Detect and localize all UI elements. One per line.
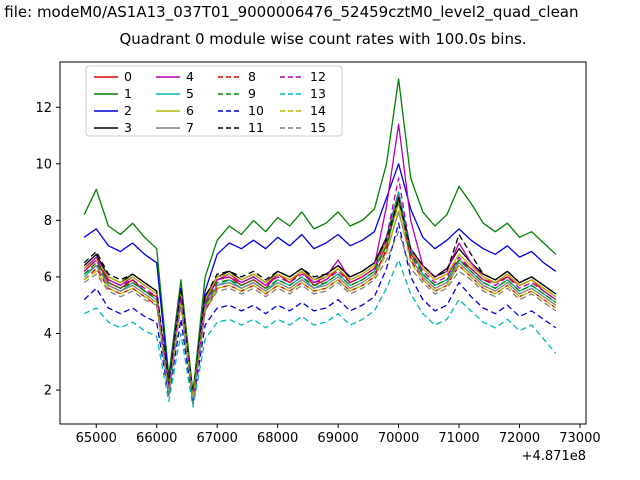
series-line-13 [83, 259, 557, 408]
x-tick-label: 70000 [378, 431, 419, 446]
legend-item-4: 4 [156, 69, 194, 84]
chart-title: Quadrant 0 module wise count rates with … [119, 30, 526, 48]
legend-label: 12 [310, 69, 326, 84]
legend-item-1: 1 [94, 86, 132, 101]
legend-item-0: 0 [94, 69, 132, 84]
y-tick-label: 8 [44, 214, 52, 229]
legend-label: 6 [186, 103, 194, 118]
legend-item-11: 11 [218, 120, 264, 135]
axes-frame [59, 61, 587, 425]
series-line-2 [83, 163, 557, 400]
legend-item-6: 6 [156, 103, 194, 118]
legend-label: 2 [124, 103, 132, 118]
legend-label: 9 [248, 86, 256, 101]
legend-item-5: 5 [156, 86, 194, 101]
legend-frame [85, 65, 343, 137]
legend-item-15: 15 [280, 120, 326, 135]
x-tick-label: 66000 [136, 431, 177, 446]
legend-item-3: 3 [94, 120, 132, 135]
figure-file-title: n file: modeM0/AS1A13_037T01_9000006476_… [0, 3, 579, 22]
legend-label: 13 [310, 86, 326, 101]
legend-item-14: 14 [280, 103, 326, 118]
x-tick-label: 69000 [317, 431, 358, 446]
y-tick-label: 4 [44, 327, 52, 342]
legend-label: 8 [248, 69, 256, 84]
legend-item-8: 8 [218, 69, 256, 84]
x-tick-label: 65000 [76, 431, 117, 446]
legend-item-7: 7 [156, 120, 194, 135]
legend-item-10: 10 [218, 103, 264, 118]
legend-label: 14 [310, 103, 326, 118]
series-line-11 [83, 197, 557, 397]
y-tick-label: 10 [35, 157, 52, 172]
y-tick-label: 6 [44, 270, 52, 285]
plot-area: 65000 66000 67000 68000 69000 70000 71000 72000… [35, 61, 601, 446]
legend-item-9: 9 [218, 86, 256, 101]
y-tick-label: 12 [35, 101, 52, 116]
y-tick-label: 2 [44, 384, 52, 399]
legend-label: 7 [186, 120, 194, 135]
legend-label: 4 [186, 69, 194, 84]
legend-label: 5 [186, 86, 194, 101]
x-tick-label: 71000 [438, 431, 479, 446]
legend-item-2: 2 [94, 103, 132, 118]
x-tick-label: 73000 [559, 431, 600, 446]
series-line-15 [83, 231, 557, 405]
legend-item-13: 13 [280, 86, 326, 101]
series-line-1 [83, 78, 557, 394]
legend-label: 3 [124, 120, 132, 135]
legend-label: 11 [248, 120, 264, 135]
x-tick-label: 72000 [499, 431, 540, 446]
legend-label: 10 [248, 103, 264, 118]
legend-label: 1 [124, 86, 132, 101]
legend-label: 0 [124, 69, 132, 84]
x-tick-label: 68000 [257, 431, 298, 446]
legend-label: 15 [310, 120, 326, 135]
x-axis-offset-label: +4.871e8 [522, 449, 586, 464]
series-line-12 [83, 177, 557, 403]
legend-item-12: 12 [280, 69, 326, 84]
series-line-10 [83, 222, 557, 405]
x-tick-label: 67000 [197, 431, 238, 446]
